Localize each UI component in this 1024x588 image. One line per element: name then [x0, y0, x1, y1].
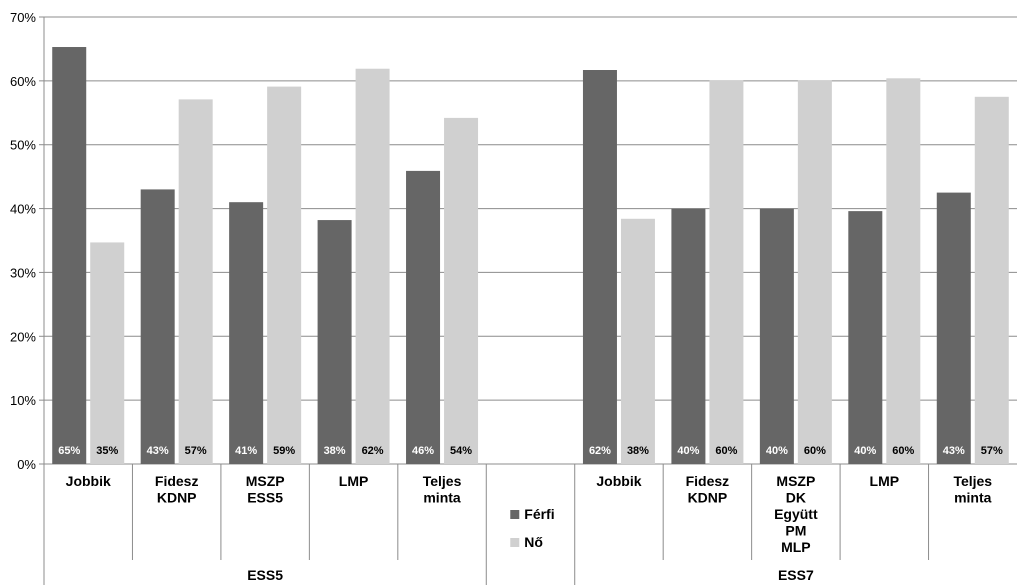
bar-ferfi [229, 202, 264, 464]
bar-ferfi [671, 208, 706, 464]
legend-swatch [510, 510, 520, 519]
category-label: MSZP ESS5 [246, 473, 285, 506]
bar-no [797, 80, 832, 465]
y-tick-label: 70% [10, 10, 36, 25]
category-label: Jobbik [596, 473, 641, 489]
bar-no [444, 117, 479, 464]
y-tick-label: 30% [10, 265, 36, 280]
category-label: MSZP DK Együtt PM MLP [774, 473, 818, 555]
category-label: Teljes minta [953, 473, 992, 506]
legend-label: Nő [524, 534, 543, 550]
y-tick-label: 60% [10, 74, 36, 89]
y-tick-label: 50% [10, 138, 36, 153]
category-label: Fidesz KDNP [155, 473, 199, 506]
data-label-no: 54% [450, 445, 472, 457]
bar-ferfi [582, 70, 617, 464]
bar-ferfi [936, 192, 971, 464]
data-label-no: 57% [185, 445, 207, 457]
group-label: ESS5 [247, 567, 283, 583]
bar-no [178, 99, 213, 464]
data-label-no: 62% [362, 445, 384, 457]
bar-no [886, 78, 921, 464]
data-label-ferfi: 62% [589, 445, 611, 457]
y-tick-label: 20% [10, 329, 36, 344]
bar-no [709, 80, 744, 465]
data-label-no: 57% [981, 445, 1003, 457]
bar-ferfi [317, 220, 352, 464]
category-label: Fidesz KDNP [686, 473, 730, 506]
data-label-ferfi: 40% [854, 445, 876, 457]
data-label-no: 60% [892, 445, 914, 457]
legend-swatch [510, 538, 520, 547]
data-label-ferfi: 43% [943, 445, 965, 457]
bar-no [355, 68, 390, 464]
data-label-ferfi: 41% [235, 445, 257, 457]
data-label-no: 59% [273, 445, 295, 457]
category-label: LMP [339, 473, 369, 489]
category-label: Teljes minta [423, 473, 462, 506]
data-label-ferfi: 40% [677, 445, 699, 457]
bar-no [267, 86, 302, 465]
category-label: LMP [870, 473, 900, 489]
data-label-ferfi: 38% [324, 445, 346, 457]
y-tick-label: 40% [10, 202, 36, 217]
y-tick-label: 10% [10, 393, 36, 408]
bar-no [90, 242, 125, 464]
data-label-no: 60% [715, 445, 737, 457]
bar-ferfi [140, 189, 175, 464]
y-tick-label: 0% [17, 457, 36, 472]
data-label-no: 35% [96, 445, 118, 457]
data-label-ferfi: 40% [766, 445, 788, 457]
category-label: Jobbik [66, 473, 111, 489]
data-label-no: 60% [804, 445, 826, 457]
bar-no [974, 96, 1009, 465]
data-label-ferfi: 46% [412, 445, 434, 457]
data-label-ferfi: 43% [147, 445, 169, 457]
data-label-no: 38% [627, 445, 649, 457]
bar-ferfi [848, 211, 883, 464]
bar-ferfi [406, 170, 441, 464]
bar-no [620, 218, 655, 464]
group-label: ESS7 [778, 567, 814, 583]
data-label-ferfi: 65% [58, 445, 80, 457]
legend-label: Férfi [524, 506, 554, 522]
bar-ferfi [52, 47, 87, 465]
bar-ferfi [759, 208, 794, 464]
